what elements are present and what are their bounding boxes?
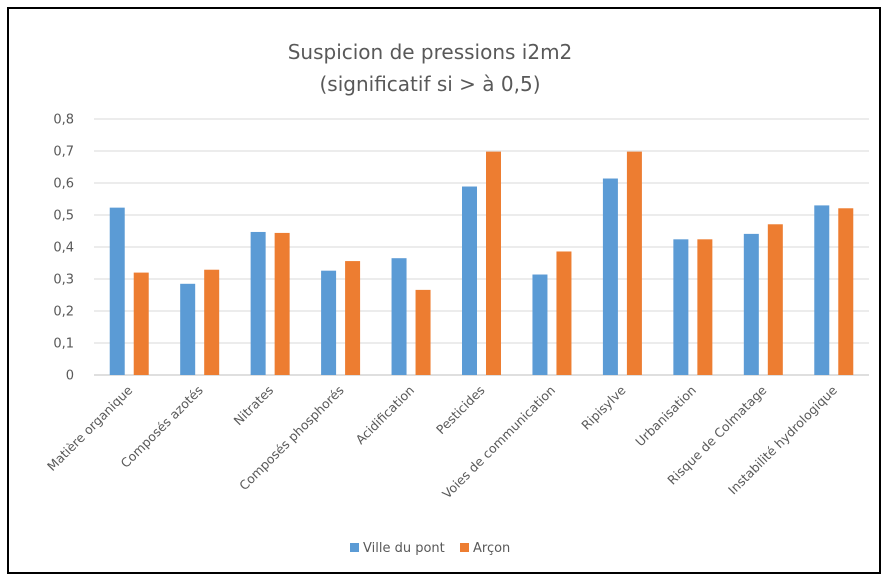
legend-swatch	[460, 543, 469, 552]
bar	[486, 151, 501, 375]
bar	[415, 289, 431, 375]
y-tick-label: 0,4	[53, 241, 74, 256]
chart-title: Suspicion de pressions i2m2	[288, 40, 573, 64]
bar	[321, 270, 337, 375]
bar	[743, 233, 759, 375]
y-tick-label: 0,6	[53, 177, 74, 192]
x-tick-label: Nitrates	[231, 383, 277, 429]
y-tick-label: 0,5	[53, 209, 74, 224]
gridlines	[94, 118, 869, 376]
y-tick-label: 0,2	[53, 305, 74, 320]
y-axis-ticks: 0 0,1 0,2 0,3 0,4 0,5 0,6 0,7 0,8	[53, 113, 74, 384]
bar	[838, 208, 854, 375]
legend-swatch	[350, 543, 359, 552]
chart-frame: Suspicion de pressions i2m2 (significati…	[7, 7, 881, 574]
y-tick-label: 0,7	[53, 145, 74, 160]
x-tick-label: Acidification	[353, 383, 418, 448]
x-tick-label: Pesticides	[433, 383, 488, 438]
x-tick-label: Voies de communication	[439, 383, 558, 502]
bar	[391, 258, 407, 375]
bar	[697, 239, 713, 375]
bar	[673, 239, 689, 375]
legend: Ville du pont Arçon	[350, 541, 510, 556]
bars	[109, 151, 854, 375]
bar	[602, 178, 618, 375]
bar	[345, 261, 361, 375]
bar	[274, 232, 290, 375]
chart: Suspicion de pressions i2m2 (significati…	[44, 40, 869, 556]
y-tick-label: 0	[66, 369, 74, 384]
y-tick-label: 0,8	[53, 113, 74, 128]
bar	[532, 274, 548, 375]
bar	[462, 186, 477, 375]
x-tick-label: Urbanisation	[632, 383, 699, 450]
legend-label: Arçon	[473, 541, 510, 556]
bar	[250, 231, 266, 375]
bar	[767, 224, 783, 375]
bar	[204, 269, 220, 375]
x-tick-label: Ripisylve	[578, 382, 628, 432]
bar	[814, 205, 830, 375]
bar	[109, 207, 125, 375]
bar	[180, 283, 196, 375]
chart-subtitle: (significatif si > à 0,5)	[319, 72, 540, 96]
bar	[626, 151, 642, 375]
legend-label: Ville du pont	[363, 541, 445, 556]
bar	[133, 272, 149, 375]
y-tick-label: 0,3	[53, 273, 74, 288]
y-tick-label: 0,1	[53, 337, 74, 352]
bar	[556, 251, 572, 375]
